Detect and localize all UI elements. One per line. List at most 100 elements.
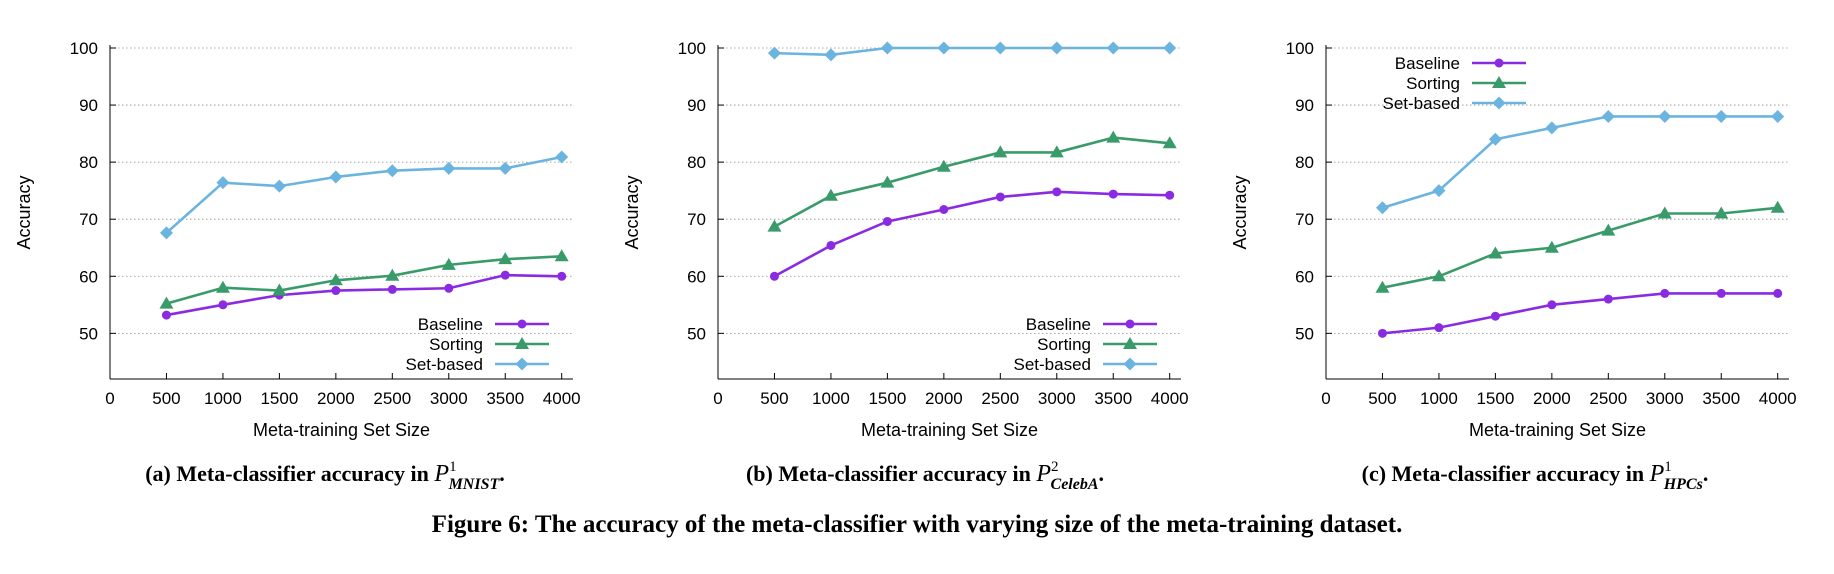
legend-label: Baseline [1395,54,1460,73]
data-point [1657,206,1672,219]
data-point [1106,41,1120,55]
data-point [993,41,1007,55]
series-line [166,273,562,317]
series-line [774,46,1170,57]
series-baseline [769,187,1175,281]
y-tick-label: 60 [687,267,706,286]
panel-caption: (b) Meta-classifier accuracy in P2 CelebA… [746,459,1104,493]
x-tick-label: 1500 [260,389,298,408]
data-point [1547,300,1557,310]
data-point [1377,328,1387,338]
data-point [1163,41,1177,55]
legend-marker [1492,76,1506,88]
data-point [936,159,951,172]
data-point [1601,223,1616,236]
panel-caption: (a) Meta-classifier accuracy in P1 MNIST. [145,459,505,493]
data-point [498,161,512,175]
legend-label: Baseline [418,315,483,334]
y-tick-label: 60 [79,267,98,286]
data-point [1432,184,1446,198]
data-point [993,145,1008,158]
x-tick-label: 2000 [317,389,355,408]
data-point [442,161,456,175]
x-tick-label: 500 [760,389,788,408]
data-point [1431,269,1446,282]
y-tick-label: 60 [1295,267,1314,286]
x-tick-label: 2500 [981,389,1019,408]
x-tick-label: 0 [105,389,114,408]
data-point [161,310,171,320]
data-point [824,48,838,62]
data-point [1106,130,1121,143]
x-tick-label: 4000 [1759,389,1797,408]
y-tick-label: 80 [1295,153,1314,172]
data-point [1770,200,1785,213]
data-point [1714,206,1729,219]
data-point [1716,288,1726,298]
y-axis-label: Accuracy [14,175,34,249]
data-point [937,41,951,55]
y-tick-label: 100 [70,39,98,58]
legend-marker [1492,96,1506,110]
legend-label: Sorting [429,335,483,354]
legend-label: Set-based [1014,355,1092,374]
data-point [441,257,456,270]
data-point [328,273,343,286]
x-axis-label: Meta-training Set Size [253,420,430,440]
data-point [1771,109,1785,123]
data-point [1049,145,1064,158]
x-tick-label: 3000 [1038,389,1076,408]
data-point [769,271,779,281]
series-baseline [161,270,567,320]
y-tick-label: 70 [1295,210,1314,229]
data-point [159,296,174,309]
series-set-based [767,41,1177,62]
x-tick-label: 0 [1321,389,1330,408]
data-point [159,226,173,240]
data-point [1165,190,1175,200]
y-tick-label: 100 [1286,39,1314,58]
x-tick-label: 1000 [1420,389,1458,408]
data-point [1658,109,1672,123]
series-set-based [159,150,569,240]
legend-marker [1494,58,1504,68]
x-tick-label: 1500 [868,389,906,408]
series-line [165,155,562,234]
y-tick-label: 50 [687,324,706,343]
series-sorting [159,249,569,309]
data-point [1052,187,1062,197]
data-point [1490,311,1500,321]
data-point [1488,132,1502,146]
legend-marker [517,319,527,329]
data-point [385,164,399,178]
data-point [1488,246,1503,259]
data-point [385,268,400,281]
legend-label: Sorting [1406,74,1460,93]
y-tick-label: 70 [687,210,706,229]
data-point [554,249,569,262]
data-point [272,283,287,296]
y-tick-label: 50 [1295,324,1314,343]
data-point [1375,280,1390,293]
data-point [1603,294,1613,304]
legend-marker [1125,319,1135,329]
y-tick-label: 90 [687,96,706,115]
legend-marker [1123,357,1137,371]
x-tick-label: 4000 [543,389,581,408]
data-point [557,271,567,281]
x-tick-label: 1500 [1476,389,1514,408]
series-line [1382,206,1778,289]
y-axis-label: Accuracy [622,175,642,249]
legend-label: Baseline [1026,315,1091,334]
y-tick-label: 50 [79,324,98,343]
y-tick-label: 80 [79,153,98,172]
data-point [331,286,341,296]
x-tick-label: 3500 [1702,389,1740,408]
data-point [1773,288,1783,298]
series-line [773,136,1170,228]
data-point [939,205,949,215]
data-point [1108,189,1118,199]
